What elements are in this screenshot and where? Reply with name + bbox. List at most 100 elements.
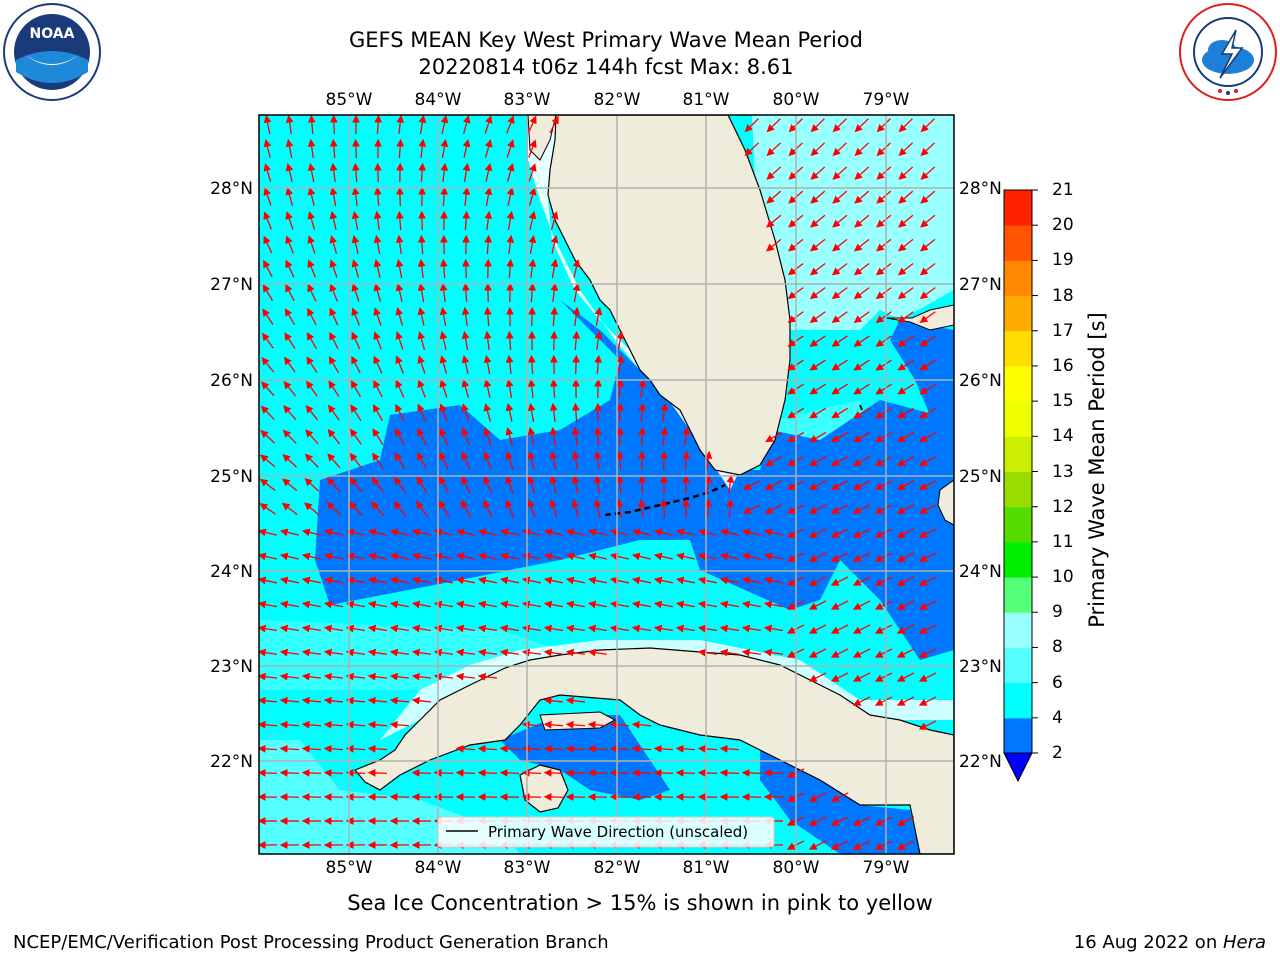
- wave-arrow: [351, 186, 360, 207]
- wave-arrow: [396, 138, 405, 159]
- wave-arrow: [349, 477, 363, 493]
- wave-arrow: [852, 480, 871, 490]
- wave-arrow: [764, 504, 783, 514]
- wave-arrow: [919, 359, 936, 371]
- wave-arrow: [765, 238, 782, 252]
- colorbar-tick-label: 12: [1052, 496, 1074, 517]
- wave-arrow: [373, 283, 382, 302]
- wave-arrow: [741, 576, 761, 585]
- wave-arrow: [565, 768, 586, 777]
- wave-arrow: [345, 696, 366, 705]
- wave-arrow: [896, 480, 915, 490]
- wave-arrow: [918, 600, 937, 610]
- wave-arrow: [527, 475, 536, 494]
- wave-arrow: [897, 335, 914, 347]
- wave-arrow: [440, 186, 449, 207]
- lat-label-left: 23°N: [210, 657, 253, 677]
- wave-arrow: [395, 355, 404, 374]
- wave-arrow: [550, 306, 559, 327]
- bahamas-andros: [937, 479, 954, 526]
- wave-arrow: [499, 600, 519, 609]
- wave-arrow: [323, 552, 343, 561]
- wave-arrow: [389, 672, 410, 681]
- wave-arrow: [389, 576, 409, 585]
- wave-arrow: [653, 600, 673, 609]
- wave-arrow: [394, 428, 406, 446]
- wave-arrow: [854, 142, 869, 157]
- wave-arrow: [896, 840, 915, 850]
- wave-arrow: [506, 163, 515, 182]
- wave-arrow: [350, 404, 362, 421]
- wave-arrow: [259, 648, 278, 657]
- wave-arrow: [417, 331, 426, 350]
- wave-arrow: [262, 308, 274, 325]
- wave-arrow: [521, 768, 542, 777]
- wave-arrow: [345, 600, 365, 609]
- wave-arrow: [572, 282, 581, 302]
- wave-arrow: [832, 190, 848, 204]
- wave-arrow: [307, 283, 317, 302]
- wave-arrow: [572, 306, 581, 327]
- wave-arrow: [765, 431, 783, 443]
- wave-arrow: [697, 600, 717, 609]
- wave-arrow: [550, 282, 559, 303]
- wave-arrow: [809, 359, 826, 371]
- wave-arrow: [259, 720, 278, 729]
- wave-arrow: [438, 500, 450, 517]
- wave-arrow: [874, 480, 893, 490]
- wave-arrow: [594, 354, 603, 375]
- wave-arrow: [323, 576, 343, 585]
- wave-arrow: [565, 528, 585, 537]
- wave-arrow: [499, 648, 520, 657]
- wave-arrow: [638, 378, 647, 399]
- wave-arrow: [808, 504, 827, 514]
- wave-arrow: [704, 498, 713, 519]
- wave-arrow: [301, 552, 321, 561]
- wave-arrow: [260, 405, 275, 420]
- wave-arrow: [461, 451, 471, 470]
- date-text: 16 Aug 2022 on: [1073, 932, 1223, 953]
- wave-arrow: [528, 187, 537, 206]
- wave-arrow: [323, 696, 344, 705]
- wave-arrow: [920, 214, 936, 228]
- wave-arrow: [615, 498, 624, 518]
- wave-arrow: [329, 307, 339, 326]
- wave-arrow: [373, 307, 382, 326]
- wave-arrow: [285, 259, 295, 278]
- wave-arrow: [875, 383, 892, 395]
- wave-arrow: [484, 186, 493, 206]
- wave-arrow: [351, 283, 360, 302]
- wave-arrow: [571, 426, 580, 447]
- wave-arrow: [638, 402, 647, 423]
- wave-arrow: [285, 138, 294, 158]
- wave-arrow: [682, 474, 691, 495]
- wave-arrow: [764, 480, 783, 490]
- wave-arrow: [852, 456, 871, 466]
- wave-arrow: [719, 600, 739, 609]
- wave-arrow: [416, 476, 428, 493]
- colorbar-tick-label: 21: [1052, 180, 1074, 200]
- wave-arrow: [440, 138, 449, 158]
- wave-arrow: [550, 211, 559, 230]
- wave-arrow: [259, 768, 278, 777]
- low-period-zone-cuba-bay: [500, 715, 670, 800]
- wave-arrow: [527, 378, 536, 399]
- wave-arrow: [587, 576, 607, 585]
- wave-arrow: [543, 624, 563, 633]
- wave-arrow: [484, 210, 493, 231]
- wave-arrow: [285, 187, 294, 206]
- wave-arrow: [898, 142, 913, 157]
- wave-arrow: [572, 258, 581, 278]
- wave-arrow: [260, 429, 276, 444]
- wave-arrow: [764, 456, 783, 466]
- wave-arrow: [897, 262, 914, 276]
- wave-arrow: [323, 648, 344, 657]
- wave-arrow: [323, 624, 343, 633]
- wave-arrow: [593, 474, 602, 494]
- wave-arrow: [896, 576, 915, 586]
- colorbar-segment: [1004, 541, 1032, 578]
- wave-arrow: [483, 427, 492, 446]
- wave-arrow: [659, 498, 668, 519]
- wave-arrow: [367, 528, 387, 537]
- lon-label-top: 83°W: [504, 90, 551, 110]
